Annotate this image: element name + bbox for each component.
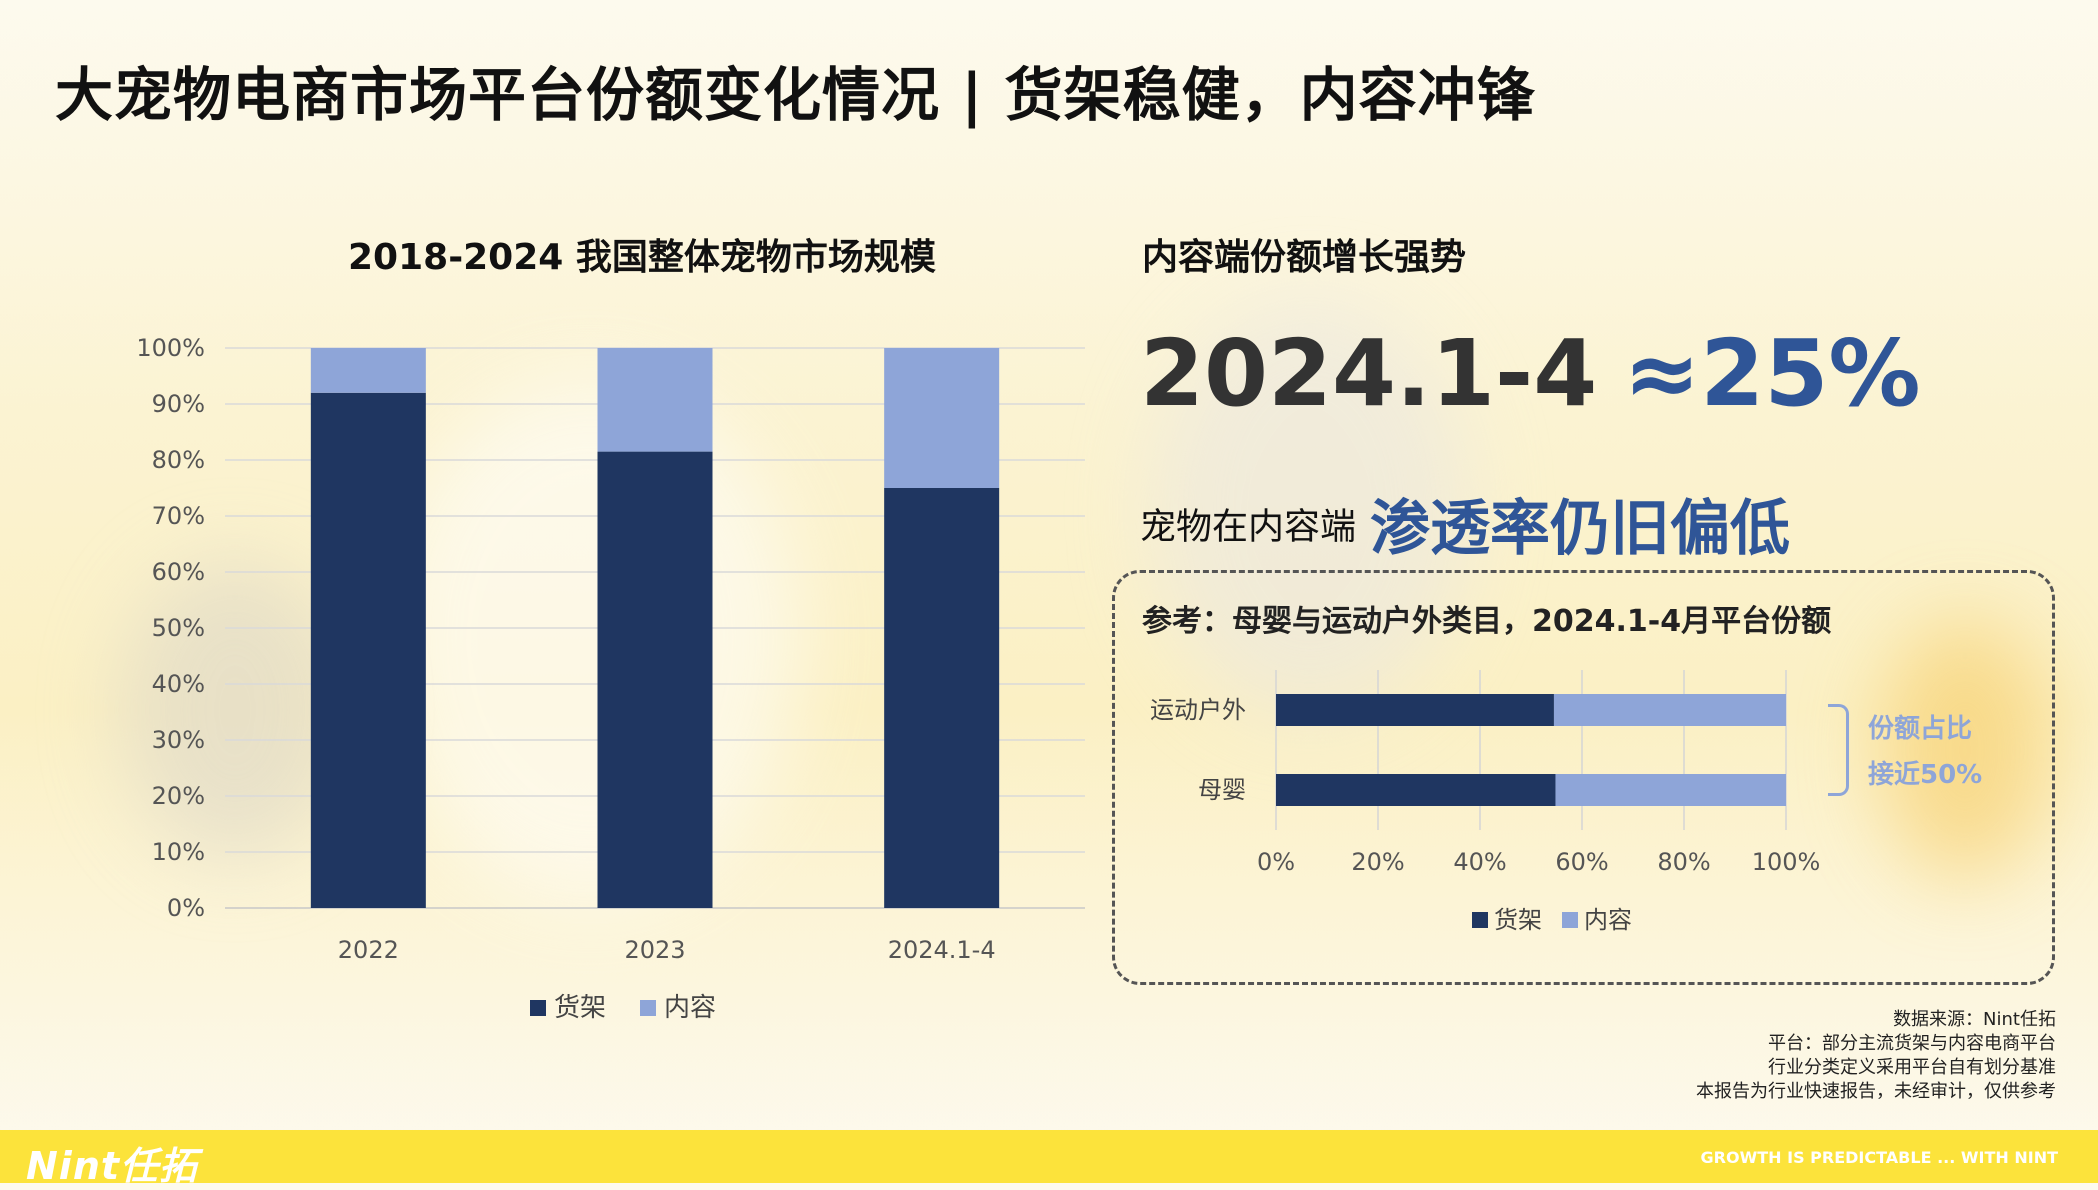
definition-line: 行业分类定义采用平台自有划分基准 [1768, 1057, 2056, 1078]
bar-segment [1553, 694, 1786, 726]
background-decoration [1880, 620, 2050, 880]
background-decoration [380, 380, 800, 900]
y-tick-label: 20% [152, 782, 205, 810]
legend-swatch [530, 1000, 546, 1016]
share-note: 份额占比 接近50% [1868, 706, 1982, 798]
x-tick-label: 40% [1453, 848, 1506, 876]
page-title: 大宠物电商市场平台份额变化情况 | 货架稳健，内容冲锋 [55, 61, 1536, 129]
legend-label: 内容 [1584, 906, 1632, 934]
x-tick-label: 0% [1257, 848, 1295, 876]
y-tick-label: 60% [152, 558, 205, 586]
legend-swatch [1562, 912, 1578, 928]
bar-segment [597, 348, 713, 452]
reference-chart-title: 参考：母婴与运动户外类目，2024.1-4月平台份额 [1142, 604, 1832, 639]
y-tick-label: 0% [167, 894, 205, 922]
source-line: 数据来源：Nint任拓 [1893, 1009, 2056, 1030]
platform-line: 平台：部分主流货架与内容电商平台 [1768, 1033, 2056, 1054]
y-tick-label: 100% [136, 334, 205, 362]
legend-label: 货架 [554, 993, 606, 1023]
legend-swatch [640, 1000, 656, 1016]
legend-label: 内容 [664, 993, 716, 1023]
legend-label: 货架 [1494, 906, 1542, 934]
x-tick-label: 2023 [624, 936, 685, 964]
x-tick-label: 20% [1351, 848, 1404, 876]
x-tick-label: 2024.1-4 [888, 936, 996, 964]
y-tick-label: 80% [152, 446, 205, 474]
bar-segment [884, 348, 1000, 488]
source-notes: 数据来源：Nint任拓 平台：部分主流货架与内容电商平台 行业分类定义采用平台自… [1696, 1008, 2056, 1104]
share-note-line2: 接近50% [1868, 760, 1983, 790]
big-stat-value: ≈25% [1623, 320, 1921, 427]
penetration-prefix: 宠物在内容端 [1140, 506, 1357, 548]
y-tick-label: 40% [152, 670, 205, 698]
left-chart-title: 2018-2024 我国整体宠物市场规模 [348, 237, 936, 278]
y-category-label: 母婴 [1198, 776, 1246, 804]
big-stat-period: 2024.1-4 [1140, 320, 1598, 427]
footer-bar [0, 1130, 2098, 1183]
y-tick-label: 10% [152, 838, 205, 866]
bar-segment [884, 488, 1000, 908]
y-category-label: 运动户外 [1150, 696, 1246, 724]
right-panel-heading: 内容端份额增长强势 [1142, 237, 1467, 278]
x-tick-label: 100% [1752, 848, 1821, 876]
y-tick-label: 50% [152, 614, 205, 642]
bar-segment [1555, 774, 1786, 806]
x-tick-label: 2022 [338, 936, 399, 964]
bar-segment [1276, 774, 1556, 806]
penetration-emphasis: 渗透率仍旧偏低 [1370, 494, 1791, 564]
bar-segment [310, 348, 426, 393]
big-stat: 2024.1-4 ≈25% [1140, 320, 1921, 427]
bracket-icon [1828, 704, 1849, 796]
bar-segment [597, 451, 713, 908]
reference-box [1112, 570, 2055, 985]
legend-swatch [1472, 912, 1488, 928]
background-decoration [1150, 300, 1470, 720]
stacked-column-chart: 0% 10% 20% 30% 40% 50% 60% 70% 80% 90% 100% 2022 202… [136, 334, 1085, 1023]
x-tick-label: 60% [1555, 848, 1608, 876]
penetration-statement: 宠物在内容端 渗透率仍旧偏低 [1140, 480, 1790, 567]
footer-slogan: GROWTH IS PREDICTABLE ... WITH NINT [1700, 1148, 2058, 1167]
share-note-line1: 份额占比 [1868, 714, 1973, 744]
bar-segment [310, 392, 426, 908]
y-tick-label: 70% [152, 502, 205, 530]
x-tick-label: 80% [1657, 848, 1710, 876]
bar-segment [1276, 694, 1554, 726]
disclaimer-line: 本报告为行业快速报告，未经审计，仅供参考 [1696, 1081, 2056, 1102]
nint-logo: Nint任拓 [26, 1144, 199, 1188]
y-tick-label: 90% [152, 390, 205, 418]
y-tick-label: 30% [152, 726, 205, 754]
